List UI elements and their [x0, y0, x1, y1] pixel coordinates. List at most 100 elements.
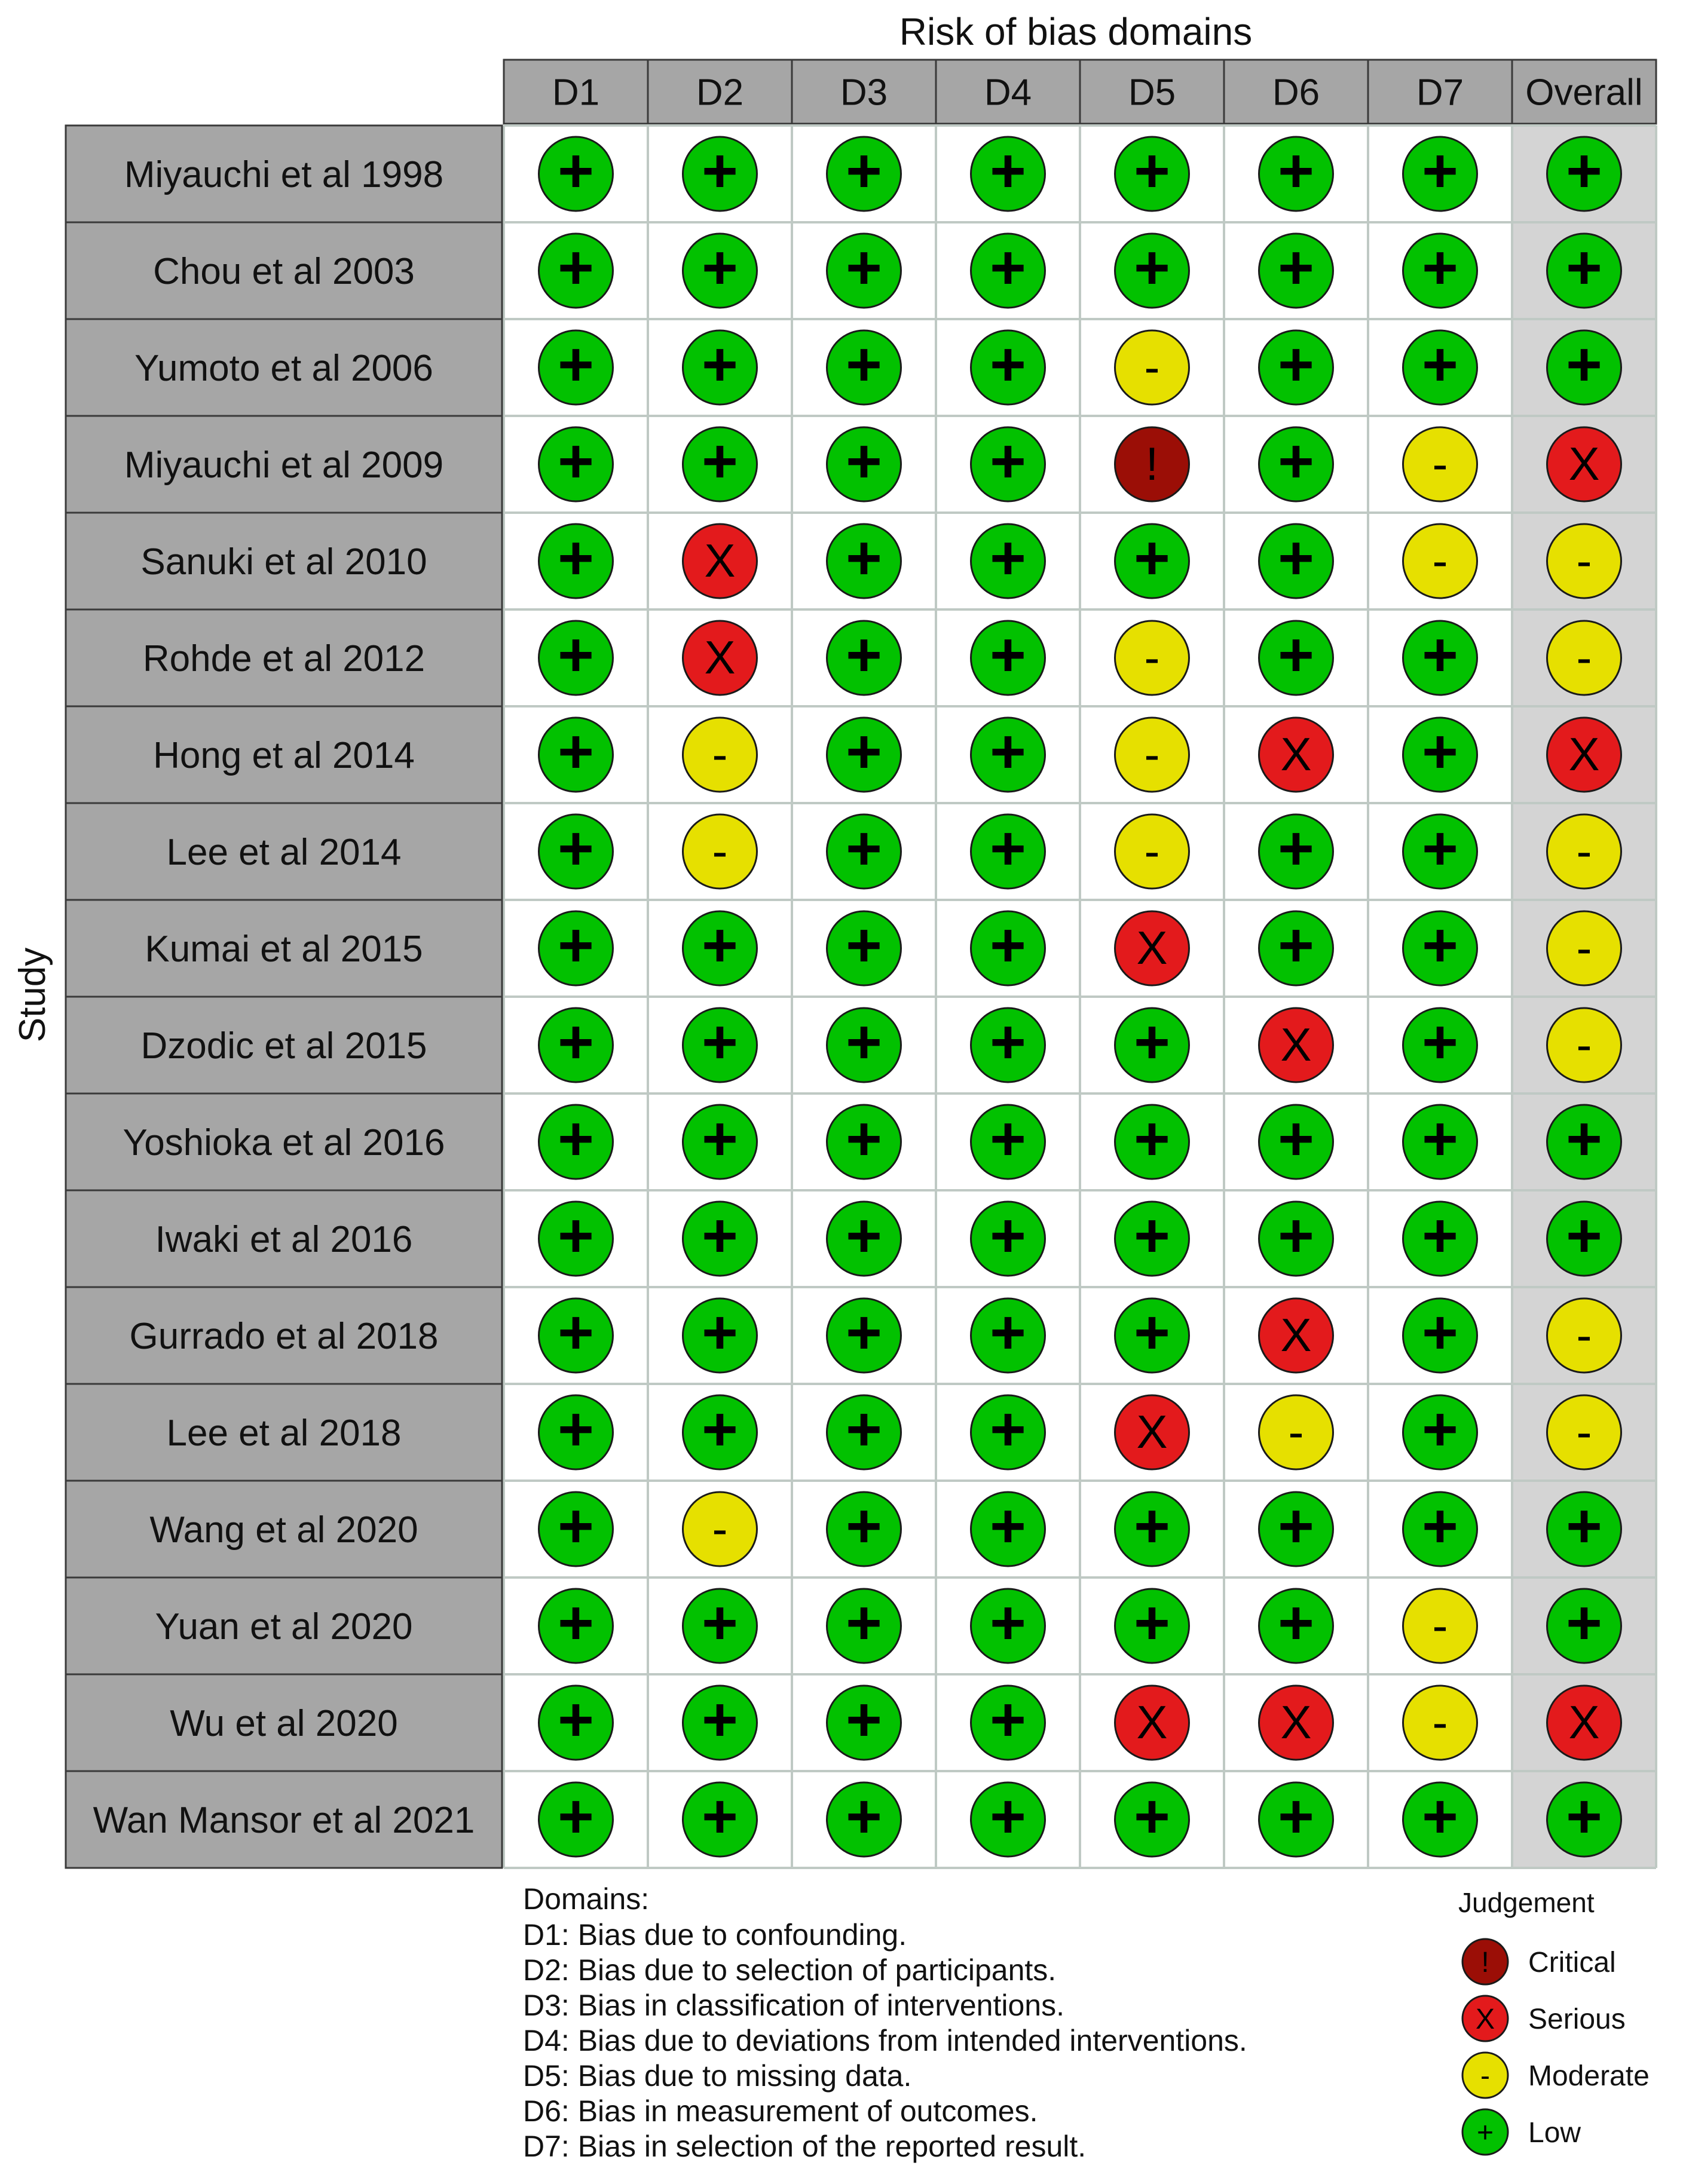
judgement-symbol: + [558, 1782, 594, 1851]
judgement-mark-low: + [682, 1684, 758, 1761]
judgement-circle [826, 1684, 902, 1761]
judgement-circle [682, 910, 758, 987]
judgement-symbol: + [1278, 814, 1314, 883]
judgement-circle [682, 716, 758, 793]
judgement-mark-low: + [1546, 1200, 1622, 1277]
header-cell-d7 [1367, 59, 1513, 125]
judgement-symbol: + [1422, 1298, 1458, 1367]
judgement-circle [538, 813, 614, 890]
study-label-cell [65, 705, 503, 804]
judgement-mark-moderate: - [1258, 1394, 1334, 1471]
judgement-symbol: + [702, 233, 738, 302]
domain-description: D6: Bias in measurement of outcomes. [523, 2094, 1038, 2128]
judgement-mark-low: + [682, 426, 758, 503]
judgement-circle [538, 329, 614, 406]
judgement-mark-low: + [682, 136, 758, 212]
judgement-mark-low: + [538, 523, 614, 599]
domain-description: D2: Bias due to selection of participant… [523, 1953, 1056, 1987]
judgement-circle [970, 329, 1046, 406]
judgement-circle [826, 1200, 902, 1277]
judgement-circle [1402, 136, 1478, 212]
judgement-symbol: + [846, 1491, 882, 1561]
judgement-mark-low: + [970, 1007, 1046, 1083]
judgement-mark-low: + [1546, 1781, 1622, 1858]
judgement-circle [1258, 813, 1334, 890]
judgement-symbol: - [1577, 631, 1592, 684]
judgement-mark-low: + [970, 1781, 1046, 1858]
judgement-mark-low: + [1258, 136, 1334, 212]
header-label-d6: D6 [1272, 72, 1320, 114]
judgement-circle [826, 232, 902, 309]
judgement-circle [1546, 813, 1622, 890]
judgement-symbol: + [558, 523, 594, 593]
judgement-mark-low: + [826, 523, 902, 599]
judgement-mark-low: + [826, 716, 902, 793]
judgement-symbol: + [1422, 330, 1458, 399]
judgement-symbol: X [1568, 1696, 1599, 1748]
judgement-symbol: + [990, 1395, 1026, 1464]
judgement-mark-low: + [538, 1684, 614, 1761]
judgement-symbol: + [1422, 1782, 1458, 1851]
judgement-circle [1546, 1491, 1622, 1567]
judgement-mark-low: + [826, 1200, 902, 1277]
judgement-circle [1114, 716, 1190, 793]
legend-item-critical: ! Critical [1461, 1938, 1616, 1986]
judgement-mark-low: + [682, 1297, 758, 1374]
judgement-mark-low: + [826, 136, 902, 212]
study-label-cell [65, 415, 503, 514]
study-label: Wan Mansor et al 2021 [93, 1800, 475, 1841]
study-label: Hong et al 2014 [153, 735, 415, 776]
judgement-circle [826, 1297, 902, 1374]
judgement-mark-low: + [1402, 716, 1478, 793]
judgement-mark-low: + [682, 1007, 758, 1083]
judgement-circle [538, 1781, 614, 1858]
header-label-overall: Overall [1525, 72, 1642, 114]
judgement-mark-low: + [538, 716, 614, 793]
judgement-symbol: + [558, 1007, 594, 1077]
judgement-mark-low: + [538, 910, 614, 987]
judgement-symbol: X [1568, 728, 1599, 780]
judgement-circle [970, 716, 1046, 793]
judgement-mark-low: + [826, 1007, 902, 1083]
study-label-cell [65, 1092, 503, 1191]
judgement-symbol: + [846, 1007, 882, 1077]
judgement-symbol: + [1134, 523, 1170, 593]
judgement-symbol: + [1278, 233, 1314, 302]
domain-description: D1: Bias due to confounding. [523, 1918, 907, 1952]
judgement-symbol: + [990, 1298, 1026, 1367]
header-label-d7: D7 [1416, 72, 1464, 114]
judgement-circle [682, 1007, 758, 1083]
judgement-symbol: + [1566, 233, 1602, 302]
judgement-symbol: X [1136, 1696, 1167, 1748]
judgement-symbol: X [704, 631, 735, 684]
judgement-mark-moderate: - [682, 813, 758, 890]
header-label-d5: D5 [1128, 72, 1176, 114]
judgement-mark-serious: X [1114, 1394, 1190, 1471]
judgement-symbol: + [558, 136, 594, 206]
judgement-symbol: + [558, 717, 594, 786]
judgement-circle [1258, 1394, 1334, 1471]
judgement-circle [826, 1588, 902, 1664]
y-axis-label: Study [12, 948, 53, 1043]
judgement-circle [682, 620, 758, 696]
judgement-mark-low: + [826, 620, 902, 696]
judgement-circle [1546, 1104, 1622, 1180]
judgement-circle [1258, 620, 1334, 696]
judgement-circle [538, 232, 614, 309]
judgement-circle [538, 1297, 614, 1374]
judgement-mark-low: + [682, 1104, 758, 1180]
judgement-circle [1258, 329, 1334, 406]
study-label: Sanuki et al 2010 [140, 541, 427, 583]
judgement-symbol: + [846, 717, 882, 786]
study-label: Kumai et al 2015 [145, 929, 423, 970]
judgement-circle [682, 329, 758, 406]
judgement-circle [1402, 1491, 1478, 1567]
judgement-mark-low: + [1402, 1200, 1478, 1277]
judgement-mark-moderate: - [1546, 910, 1622, 987]
judgement-circle [1546, 1200, 1622, 1277]
judgement-mark-low: + [1114, 1104, 1190, 1180]
judgement-circle [682, 426, 758, 503]
judgement-circle [970, 813, 1046, 890]
judgement-symbol: + [1278, 911, 1314, 980]
legend-item-moderate: - Moderate [1461, 2051, 1650, 2099]
